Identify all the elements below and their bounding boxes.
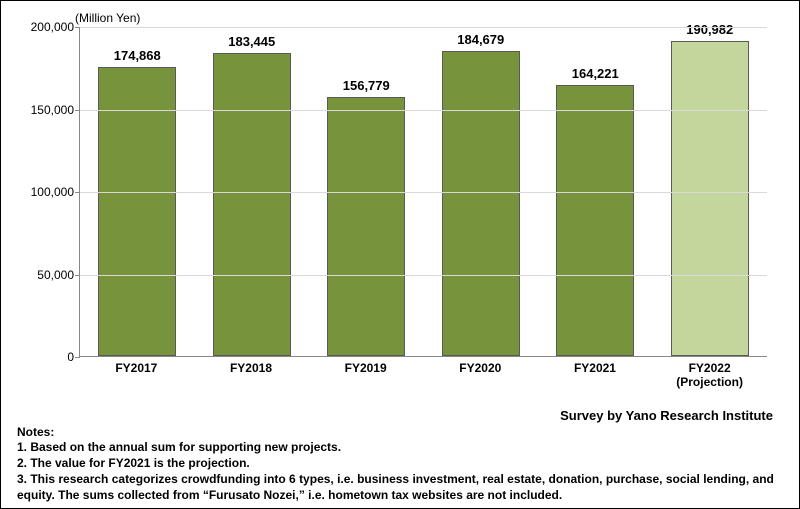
notes-list: 1. Based on the annual sum for supportin…: [17, 439, 785, 504]
y-tick-mark: [75, 357, 80, 358]
chart-attribution: Survey by Yano Research Institute: [15, 408, 773, 423]
x-tick-main: FY2022: [664, 361, 756, 375]
x-tick-main: FY2021: [549, 361, 641, 375]
y-tick-mark: [75, 27, 80, 28]
bar: [327, 97, 405, 356]
x-tick-main: FY2020: [434, 361, 526, 375]
x-tick-label: FY2019: [320, 361, 412, 390]
bar-value-label: 156,779: [306, 78, 426, 93]
y-tick-label: 200,000: [20, 20, 74, 34]
plot-region: 174,868183,445156,779184,679164,221190,9…: [79, 27, 767, 357]
bar-value-label: 190,982: [650, 22, 770, 37]
y-tick-label: 150,000: [20, 103, 74, 117]
x-tick-label: FY2018: [205, 361, 297, 390]
bar-value-label: 183,445: [192, 34, 312, 49]
y-tick-label: 50,000: [20, 268, 74, 282]
bar-value-label: 164,221: [535, 66, 655, 81]
note-item: 2. The value for FY2021 is the projectio…: [17, 455, 785, 471]
x-tick-main: FY2017: [90, 361, 182, 375]
y-tick-mark: [75, 275, 80, 276]
bar-value-label: 174,868: [77, 48, 197, 63]
gridline: [80, 275, 767, 276]
bar: [556, 85, 634, 356]
bar-value-label: 184,679: [421, 32, 541, 47]
bar: [98, 67, 176, 356]
y-tick-mark: [75, 192, 80, 193]
note-item: 3. This research categorizes crowdfundin…: [17, 471, 785, 503]
bar: [442, 51, 520, 356]
gridline: [80, 110, 767, 111]
x-tick-label: FY2020: [434, 361, 526, 390]
gridline: [80, 192, 767, 193]
x-tick-label: FY2017: [90, 361, 182, 390]
x-tick-main: FY2018: [205, 361, 297, 375]
note-item: 1. Based on the annual sum for supportin…: [17, 439, 785, 455]
bar: [213, 53, 291, 356]
y-tick-label: 100,000: [20, 185, 74, 199]
y-tick-label: 0: [20, 350, 74, 364]
gridline: [80, 27, 767, 28]
chart-container: (Million Yen) 174,868183,445156,779184,6…: [0, 0, 800, 509]
bar: [671, 41, 749, 356]
notes-heading: Notes:: [17, 425, 785, 439]
x-tick-main: FY2019: [320, 361, 412, 375]
x-tick-sub: (Projection): [664, 375, 756, 389]
x-axis-ticks: FY2017 FY2018 FY2019 FY2020 FY2021 FY2022(Pro…: [79, 361, 767, 390]
x-tick-label: FY2021: [549, 361, 641, 390]
plot-area: 174,868183,445156,779184,679164,221190,9…: [79, 27, 767, 357]
y-tick-mark: [75, 110, 80, 111]
x-tick-label: FY2022(Projection): [664, 361, 756, 390]
